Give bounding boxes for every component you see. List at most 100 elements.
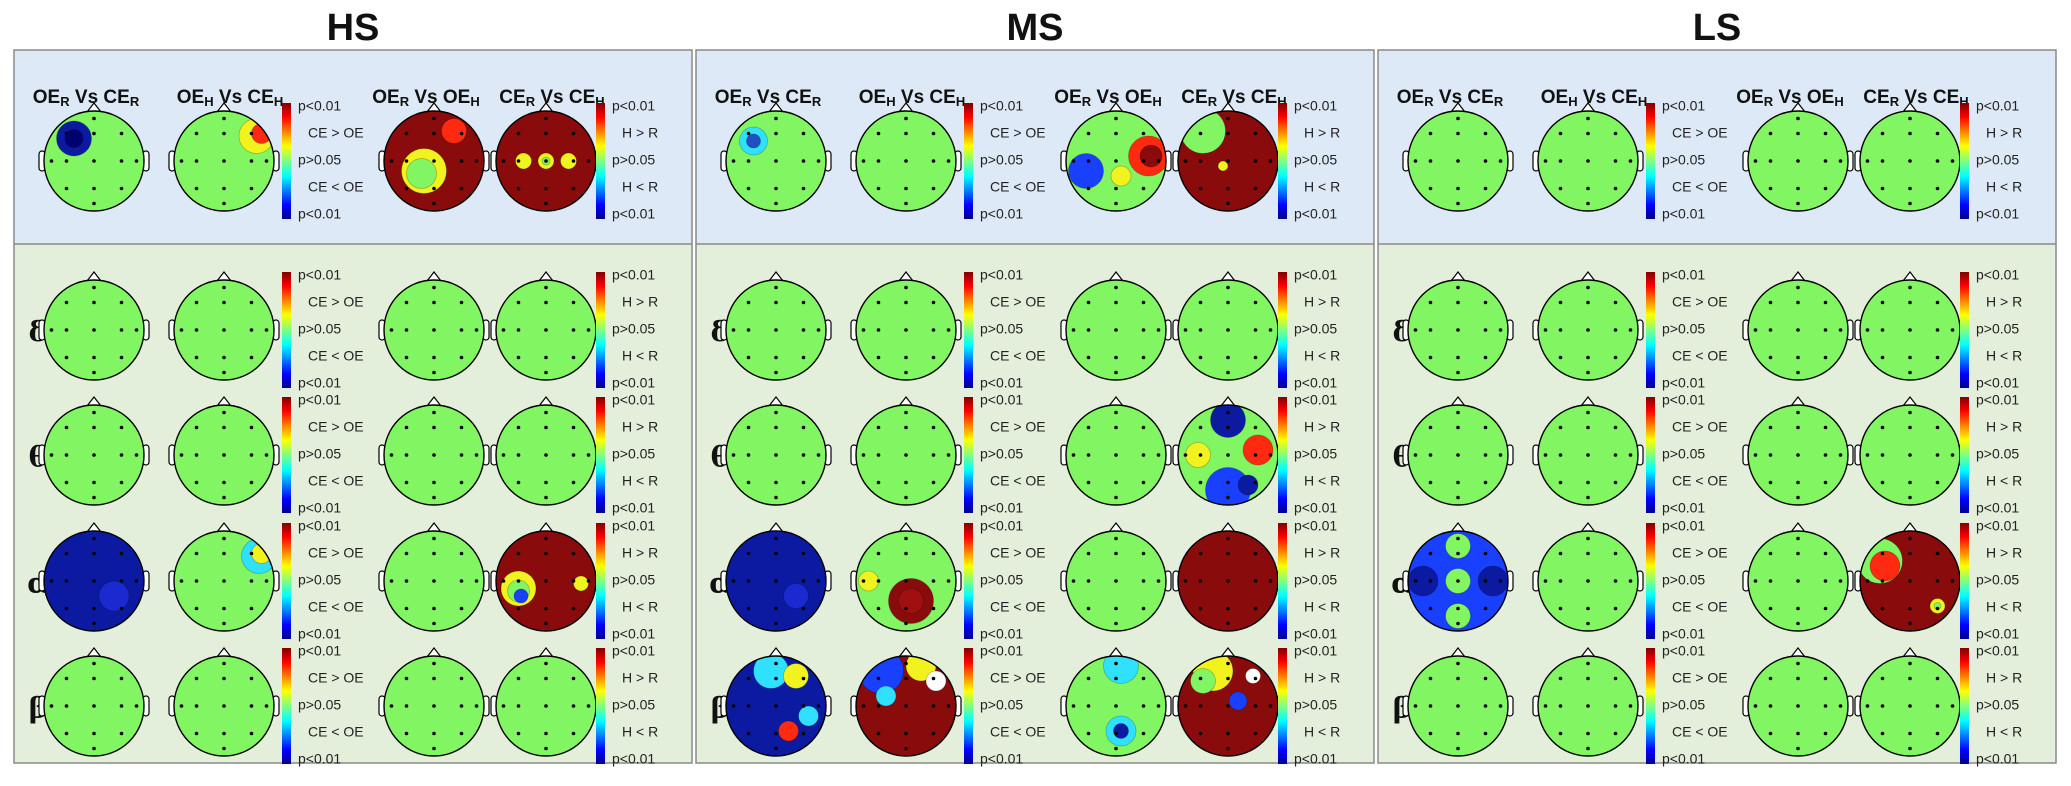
electrode	[1483, 579, 1488, 583]
electrode	[404, 731, 409, 736]
electrode	[931, 551, 936, 556]
subscript: R	[1764, 94, 1774, 109]
electrode	[861, 704, 866, 708]
electrode	[1114, 328, 1118, 332]
electrode	[1586, 661, 1590, 666]
electrode	[774, 480, 778, 485]
electrode	[1796, 606, 1800, 611]
scale-label: p<0.01	[1976, 643, 2019, 659]
electrode	[92, 731, 96, 736]
electrode	[404, 551, 409, 556]
electrode	[1796, 201, 1800, 206]
electrode	[432, 495, 436, 500]
label-part: Vs CE	[535, 87, 595, 108]
electrode	[459, 131, 464, 136]
electrode	[931, 159, 936, 163]
electrode	[1456, 579, 1460, 583]
electrode	[1226, 495, 1230, 500]
head-outline	[1747, 279, 1849, 381]
electrode	[1880, 731, 1885, 736]
electrode	[1198, 480, 1203, 485]
electrode	[1586, 370, 1590, 375]
electrode	[249, 731, 254, 736]
scale-label: H > R	[1304, 125, 1340, 141]
electrode	[801, 186, 806, 191]
topo-map	[1408, 656, 1508, 756]
electrode	[64, 186, 69, 191]
electrode	[1613, 480, 1618, 485]
electrode	[931, 606, 936, 611]
electrode	[801, 159, 806, 163]
head-outline	[1065, 110, 1167, 212]
electrode	[432, 606, 436, 611]
electrode	[774, 159, 778, 163]
electrode	[1753, 579, 1758, 583]
electrode	[459, 480, 464, 485]
electrode	[404, 480, 409, 485]
electrode	[904, 328, 908, 332]
electrode	[1141, 480, 1146, 485]
scale-label: H < R	[622, 724, 658, 740]
electrode	[1543, 159, 1548, 163]
electrode	[1253, 186, 1258, 191]
colorbar	[1278, 397, 1287, 513]
electrode	[1114, 201, 1118, 206]
electrode	[544, 116, 548, 121]
scale-label: CE < OE	[990, 724, 1046, 740]
colorbar	[964, 523, 973, 639]
topo-map	[726, 531, 826, 631]
label-part: OE	[33, 87, 60, 108]
electrode	[459, 159, 464, 163]
scale-label: p<0.01	[980, 518, 1023, 534]
electrode	[571, 480, 576, 485]
electrode	[64, 731, 69, 736]
electrode	[1823, 606, 1828, 611]
electrode	[946, 328, 951, 332]
electrode	[1935, 355, 1940, 360]
scale-label: p<0.01	[980, 375, 1023, 391]
scale-label: H > R	[1986, 294, 2022, 310]
head-outline	[855, 530, 957, 632]
electrode	[1483, 131, 1488, 136]
electrode	[1880, 328, 1885, 332]
electrode	[571, 328, 576, 332]
electrode	[389, 328, 394, 332]
electrode	[544, 453, 548, 457]
electrode	[194, 159, 199, 163]
electrode	[904, 480, 908, 485]
electrode	[1823, 731, 1828, 736]
subscript: H	[1568, 94, 1577, 109]
electrode	[1114, 676, 1118, 681]
electrode	[222, 480, 226, 485]
electrode	[544, 579, 548, 583]
scale-label: p<0.01	[298, 626, 341, 642]
map-blob	[925, 670, 947, 692]
electrode	[1613, 579, 1618, 583]
electrode	[194, 425, 199, 430]
electrode	[1586, 116, 1590, 121]
electrode	[774, 731, 778, 736]
electrode	[1753, 159, 1758, 163]
electrode	[194, 704, 199, 708]
subscript: R	[400, 94, 410, 109]
electrode	[1796, 355, 1800, 360]
column-label: CER Vs CEH	[1863, 87, 1968, 109]
electrode	[432, 480, 436, 485]
electrode	[1908, 551, 1912, 556]
electrode	[1838, 704, 1843, 708]
head-outline	[173, 110, 275, 212]
electrode	[1456, 746, 1460, 751]
electrode	[731, 579, 736, 583]
electrode	[1768, 186, 1773, 191]
electrode	[1880, 606, 1885, 611]
electrode	[222, 661, 226, 666]
electrode	[746, 159, 751, 163]
scale-label: H < R	[1304, 473, 1340, 489]
electrode	[904, 370, 908, 375]
colorbar	[1278, 648, 1287, 764]
electrode	[544, 370, 548, 375]
electrode	[1114, 606, 1118, 611]
scale-label: p>0.05	[1662, 697, 1705, 713]
colorbar	[282, 523, 291, 639]
electrode	[1613, 551, 1618, 556]
